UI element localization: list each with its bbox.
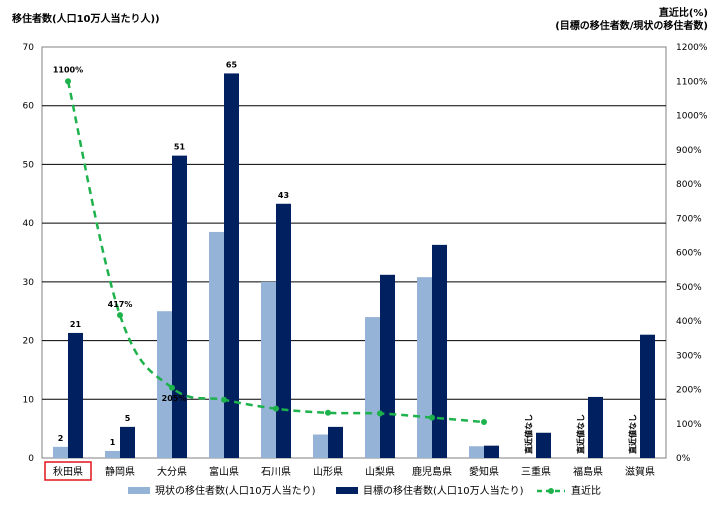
y-right-tick-label: 0% bbox=[676, 454, 691, 464]
bar-target-11 bbox=[640, 334, 655, 458]
category-labels: 秋田県 静岡県 大分県 富山県 石川県 山形県 山梨県 鹿児島県 愛知県 三重県 福島県 滋賀県 bbox=[44, 461, 655, 481]
category-label: 静岡県 bbox=[105, 465, 135, 478]
bar-current-0 bbox=[53, 446, 68, 458]
bar-target-2 bbox=[172, 155, 187, 458]
plot-frame bbox=[41, 46, 667, 459]
category-label: 鹿児島県 bbox=[412, 465, 452, 478]
bar-current-3 bbox=[209, 231, 224, 458]
category-label: 石川県 bbox=[261, 466, 291, 478]
y-right-tick-label: 900% bbox=[676, 146, 702, 156]
bar-value-label: 43 bbox=[278, 191, 289, 200]
y-right-axis-title-line2: (目標の移住者数/現状の移住者数) bbox=[555, 19, 708, 32]
y-left-tick-label: 20 bbox=[23, 337, 35, 347]
bar-target-6 bbox=[380, 274, 395, 458]
bar-current-4 bbox=[261, 281, 276, 458]
legend-label-ratio: 直近比 bbox=[571, 484, 601, 497]
legend: 現状の移住者数(人口10万人当たり) 目標の移住者数(人口10万人当たり) 直近比 bbox=[128, 484, 601, 497]
bar-current-6 bbox=[365, 317, 380, 458]
y-right-tick-label: 400% bbox=[676, 317, 702, 327]
category-label: 福島県 bbox=[573, 465, 603, 478]
bar-current-8 bbox=[469, 446, 484, 458]
y-right-tick-label: 200% bbox=[676, 386, 702, 396]
y-right-tick-label: 700% bbox=[676, 214, 702, 224]
bar-value-label: 1 bbox=[110, 438, 116, 447]
category-label: 滋賀県 bbox=[625, 465, 655, 478]
y-right-tick-label: 1000% bbox=[676, 112, 708, 122]
bar-target-10 bbox=[588, 396, 603, 458]
y-right-tick-label: 1100% bbox=[676, 77, 708, 87]
bar-target-3 bbox=[224, 73, 239, 459]
legend-label-current: 現状の移住者数(人口10万人当たり) bbox=[155, 484, 316, 497]
ratio-point-0 bbox=[65, 78, 71, 85]
no-current-value-label: 直近値なし bbox=[628, 414, 638, 454]
ratio-point-6 bbox=[377, 410, 383, 417]
y-left-tick-label: 0 bbox=[28, 454, 34, 464]
bar-value-label: 65 bbox=[226, 60, 238, 69]
bar-target-1 bbox=[120, 426, 135, 458]
y-right-tick-label: 800% bbox=[676, 180, 702, 190]
category-label: 秋田県 bbox=[53, 465, 83, 478]
ratio-value-label: 417% bbox=[108, 300, 133, 309]
bar-target-7 bbox=[432, 244, 447, 458]
y-right-tick-label: 100% bbox=[676, 420, 702, 430]
ratio-line bbox=[65, 78, 487, 426]
bar-value-label: 21 bbox=[70, 320, 82, 329]
bar-target-4 bbox=[276, 203, 291, 458]
category-label: 大分県 bbox=[157, 465, 187, 478]
bar-value-label: 2 bbox=[58, 434, 64, 443]
ratio-point-2 bbox=[169, 384, 175, 391]
y-right-tick-label: 500% bbox=[676, 283, 702, 293]
y-left-tick-label: 40 bbox=[23, 219, 35, 229]
y-right-axis-title-line1: 直近比(%) bbox=[659, 6, 708, 19]
bar-current-1 bbox=[105, 450, 120, 458]
ratio-line-path bbox=[66, 80, 485, 424]
no-current-value-label: 直近値なし bbox=[524, 414, 534, 454]
legend-label-target: 目標の移住者数(人口10万人当たり) bbox=[363, 484, 524, 497]
y-right-tick-label: 1200% bbox=[676, 43, 708, 53]
category-label: 富山県 bbox=[209, 465, 239, 478]
y-left-tick-label: 30 bbox=[23, 278, 35, 288]
y-left-tick-label: 70 bbox=[23, 43, 35, 53]
category-label: 山梨県 bbox=[365, 465, 395, 478]
bar-current-7 bbox=[417, 277, 432, 458]
bars bbox=[53, 73, 655, 459]
bar-target-0 bbox=[68, 332, 83, 458]
category-label: 山形県 bbox=[313, 466, 343, 478]
ratio-point-1 bbox=[117, 312, 123, 319]
bar-current-2 bbox=[157, 311, 172, 458]
legend-swatch-ratio-point bbox=[548, 488, 554, 494]
y-right-tick-label: 300% bbox=[676, 351, 702, 361]
bar-value-label: 5 bbox=[125, 414, 131, 423]
category-label: 愛知県 bbox=[469, 465, 499, 478]
gridlines bbox=[41, 46, 667, 459]
bar-current-5 bbox=[313, 434, 328, 458]
ratio-point-3 bbox=[221, 396, 227, 403]
y-left-axis-title: 移住者数(人口10万人当たり人)) bbox=[12, 12, 160, 25]
ratio-point-8 bbox=[481, 419, 487, 426]
y-left-tick-label: 50 bbox=[23, 160, 35, 170]
bar-target-9 bbox=[536, 432, 551, 458]
legend-swatch-current bbox=[128, 487, 150, 494]
ratio-value-label: 205% bbox=[162, 394, 187, 403]
y-left-tick-label: 10 bbox=[23, 395, 35, 405]
bar-value-label: 51 bbox=[174, 143, 186, 152]
y-left-tick-labels: 0 10 20 30 40 50 60 70 bbox=[23, 43, 35, 464]
highlight-box bbox=[44, 461, 92, 481]
ratio-point-5 bbox=[325, 409, 331, 416]
category-label: 三重県 bbox=[521, 465, 551, 478]
no-current-value-label: 直近値なし bbox=[576, 414, 586, 454]
ratio-value-label: 1100% bbox=[53, 65, 83, 74]
bar-target-5 bbox=[328, 426, 343, 458]
data-labels: 2 21 1 5 51 65 43 1100% 417% 205% 直近値なし 直近値なし 直近値なし bbox=[53, 60, 638, 454]
y-right-tick-labels: 0% 100% 200% 300% 400% 500% 600% 700% 800% 900% 10… bbox=[676, 43, 708, 464]
bar-target-8 bbox=[484, 445, 499, 458]
ratio-point-7 bbox=[429, 414, 435, 421]
y-right-tick-label: 600% bbox=[676, 249, 702, 259]
y-left-tick-label: 60 bbox=[23, 102, 35, 112]
ratio-point-4 bbox=[273, 405, 279, 412]
legend-swatch-target bbox=[336, 487, 358, 494]
